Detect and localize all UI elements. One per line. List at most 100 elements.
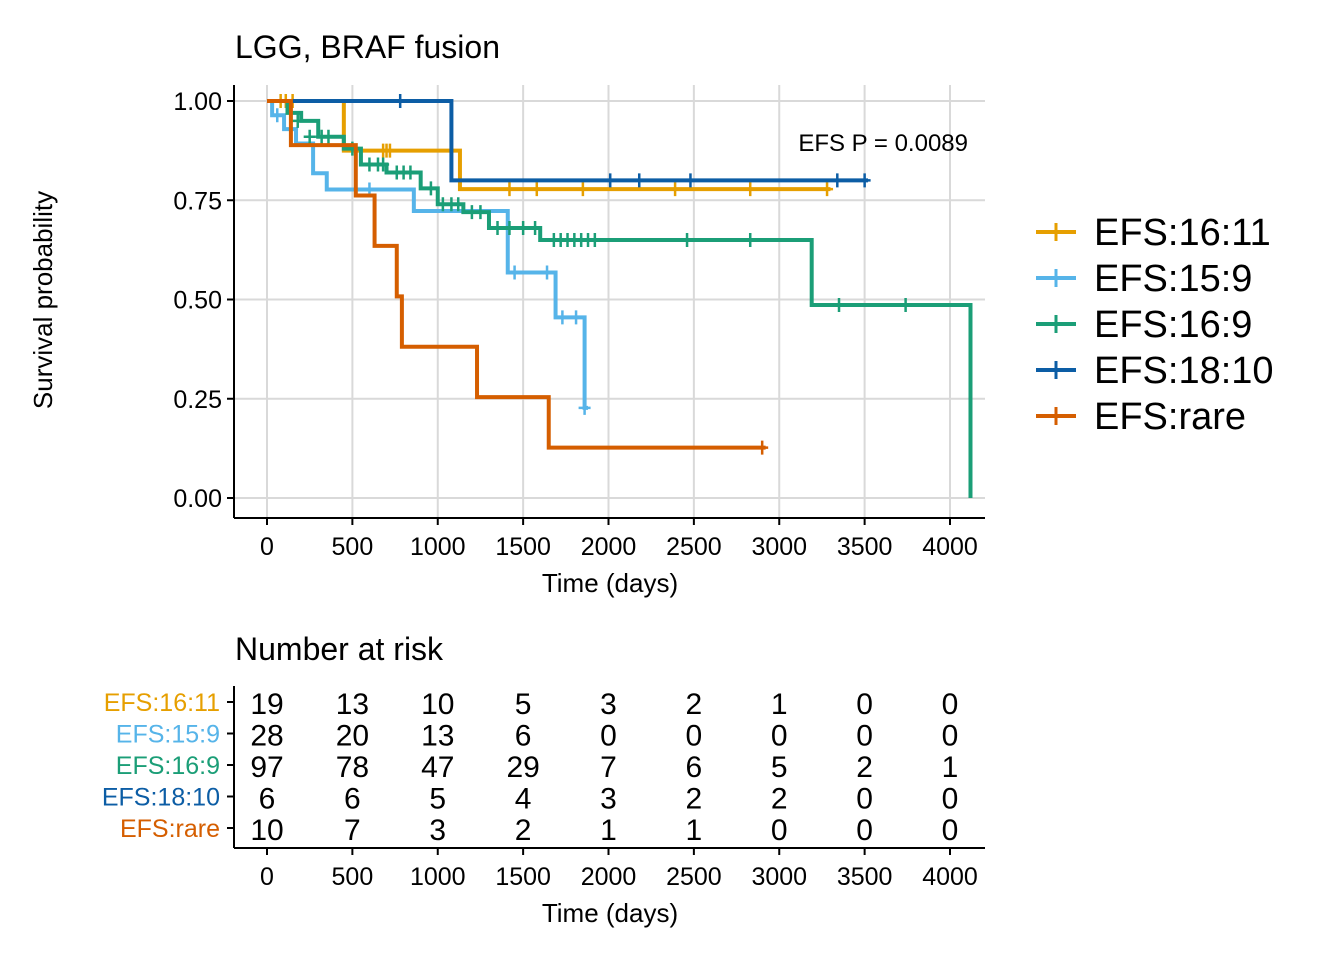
risk-count: 0 bbox=[942, 720, 959, 753]
p-value-annotation: EFS P = 0.0089 bbox=[798, 130, 968, 157]
plot-axes: 0 500 1000 1500 2000 2500 3000 3500 4000 0.00 0.25… bbox=[173, 85, 985, 561]
censor-mark bbox=[271, 108, 284, 123]
legend-label: EFS:16:11 bbox=[1094, 212, 1271, 254]
risk-count: 0 bbox=[771, 720, 788, 753]
censor-mark bbox=[858, 173, 871, 188]
censor-mark bbox=[633, 173, 646, 188]
legend-label: EFS:15:9 bbox=[1094, 258, 1252, 300]
censor-mark bbox=[404, 165, 417, 180]
risk-count: 0 bbox=[856, 783, 873, 816]
risk-count: 0 bbox=[771, 814, 788, 847]
risk-row-label: EFS:16:9 bbox=[116, 752, 220, 780]
legend-item: EFS:16:11 bbox=[1036, 212, 1271, 254]
legend-label: EFS:rare bbox=[1094, 396, 1246, 438]
censor-mark bbox=[291, 113, 304, 128]
risk-x-tick-label: 2000 bbox=[581, 863, 637, 891]
risk-x-tick-label: 2500 bbox=[666, 863, 722, 891]
censor-mark bbox=[681, 232, 694, 247]
risk-count: 0 bbox=[856, 720, 873, 753]
x-tick-label: 0 bbox=[260, 533, 274, 561]
series-efs-18-10 bbox=[267, 94, 871, 188]
censor-mark bbox=[508, 265, 521, 280]
censor-mark bbox=[578, 400, 591, 415]
risk-row-label: EFS:18:10 bbox=[102, 784, 220, 812]
x-tick-label: 2500 bbox=[666, 533, 722, 561]
risk-x-tick-label: 0 bbox=[260, 863, 274, 891]
risk-count: 6 bbox=[259, 783, 276, 816]
x-tick-label: 1500 bbox=[495, 533, 551, 561]
series-efs-16-9 bbox=[267, 99, 973, 498]
risk-count: 20 bbox=[336, 720, 369, 753]
risk-count: 0 bbox=[686, 720, 703, 753]
risk-count: 4 bbox=[515, 783, 532, 816]
censor-mark bbox=[377, 157, 390, 172]
risk-row-label: EFS:rare bbox=[120, 815, 220, 843]
risk-count: 7 bbox=[600, 751, 617, 784]
risk-count: 13 bbox=[336, 688, 369, 721]
y-tick-label: 0.75 bbox=[173, 187, 222, 215]
x-tick-label: 4000 bbox=[922, 533, 978, 561]
censor-mark bbox=[744, 232, 757, 247]
censor-mark bbox=[899, 298, 912, 313]
risk-count: 6 bbox=[686, 751, 703, 784]
legend-label: EFS:18:10 bbox=[1094, 350, 1274, 392]
x-tick-label: 3000 bbox=[751, 533, 807, 561]
censor-mark bbox=[744, 182, 757, 197]
censor-mark bbox=[570, 310, 583, 325]
survival-curves bbox=[267, 94, 973, 498]
risk-x-tick-label: 1000 bbox=[410, 863, 466, 891]
risk-count: 2 bbox=[856, 751, 873, 784]
series-efs-15-9 bbox=[267, 99, 591, 415]
legend-item: EFS:rare bbox=[1036, 396, 1246, 438]
censor-mark bbox=[821, 182, 834, 197]
x-tick-label: 1000 bbox=[410, 533, 466, 561]
survival-line bbox=[267, 99, 766, 450]
legend: EFS:16:11EFS:15:9EFS:16:9EFS:18:10EFS:ra… bbox=[1036, 212, 1274, 438]
censor-mark bbox=[322, 129, 335, 144]
risk-count: 2 bbox=[686, 688, 703, 721]
risk-row-label: EFS:16:11 bbox=[104, 689, 220, 717]
legend-label: EFS:16:9 bbox=[1094, 304, 1252, 346]
risk-count: 3 bbox=[600, 783, 617, 816]
survival-line bbox=[267, 99, 869, 183]
censor-mark bbox=[541, 265, 554, 280]
censor-mark bbox=[831, 173, 844, 188]
risk-count: 1 bbox=[771, 688, 788, 721]
risk-x-tick-label: 3000 bbox=[751, 863, 807, 891]
censor-mark bbox=[556, 310, 569, 325]
risk-count: 0 bbox=[856, 688, 873, 721]
risk-count: 2 bbox=[515, 814, 532, 847]
censor-mark bbox=[503, 221, 516, 236]
risk-count: 7 bbox=[344, 814, 361, 847]
censor-mark bbox=[756, 440, 769, 455]
censor-mark bbox=[424, 181, 437, 196]
risk-x-tick-label: 4000 bbox=[922, 863, 978, 891]
risk-count: 0 bbox=[942, 688, 959, 721]
risk-count: 1 bbox=[942, 751, 959, 784]
censor-mark bbox=[588, 232, 601, 247]
risk-count: 28 bbox=[250, 720, 283, 753]
risk-table-title: Number at risk bbox=[235, 631, 444, 667]
series-efs-rare bbox=[267, 99, 769, 455]
risk-count: 97 bbox=[250, 751, 283, 784]
risk-count: 47 bbox=[421, 751, 454, 784]
risk-count: 13 bbox=[421, 720, 454, 753]
censor-mark bbox=[394, 94, 407, 108]
plot-grid bbox=[234, 85, 985, 518]
censor-mark bbox=[474, 205, 487, 220]
risk-count: 10 bbox=[250, 814, 283, 847]
x-tick-label: 500 bbox=[332, 533, 374, 561]
censor-mark bbox=[303, 129, 316, 144]
risk-table: 0 500 1000 1500 2000 2500 3000 3500 4000EFS:16:1… bbox=[102, 686, 985, 891]
y-tick-label: 0.25 bbox=[173, 386, 222, 414]
censor-mark bbox=[530, 182, 543, 197]
risk-count: 0 bbox=[942, 783, 959, 816]
censor-mark bbox=[503, 182, 516, 197]
censor-mark bbox=[604, 173, 617, 188]
risk-count: 2 bbox=[771, 783, 788, 816]
risk-count: 19 bbox=[250, 688, 283, 721]
x-axis-title: Time (days) bbox=[542, 568, 678, 598]
risk-x-tick-label: 1500 bbox=[495, 863, 551, 891]
survival-line bbox=[267, 99, 589, 410]
